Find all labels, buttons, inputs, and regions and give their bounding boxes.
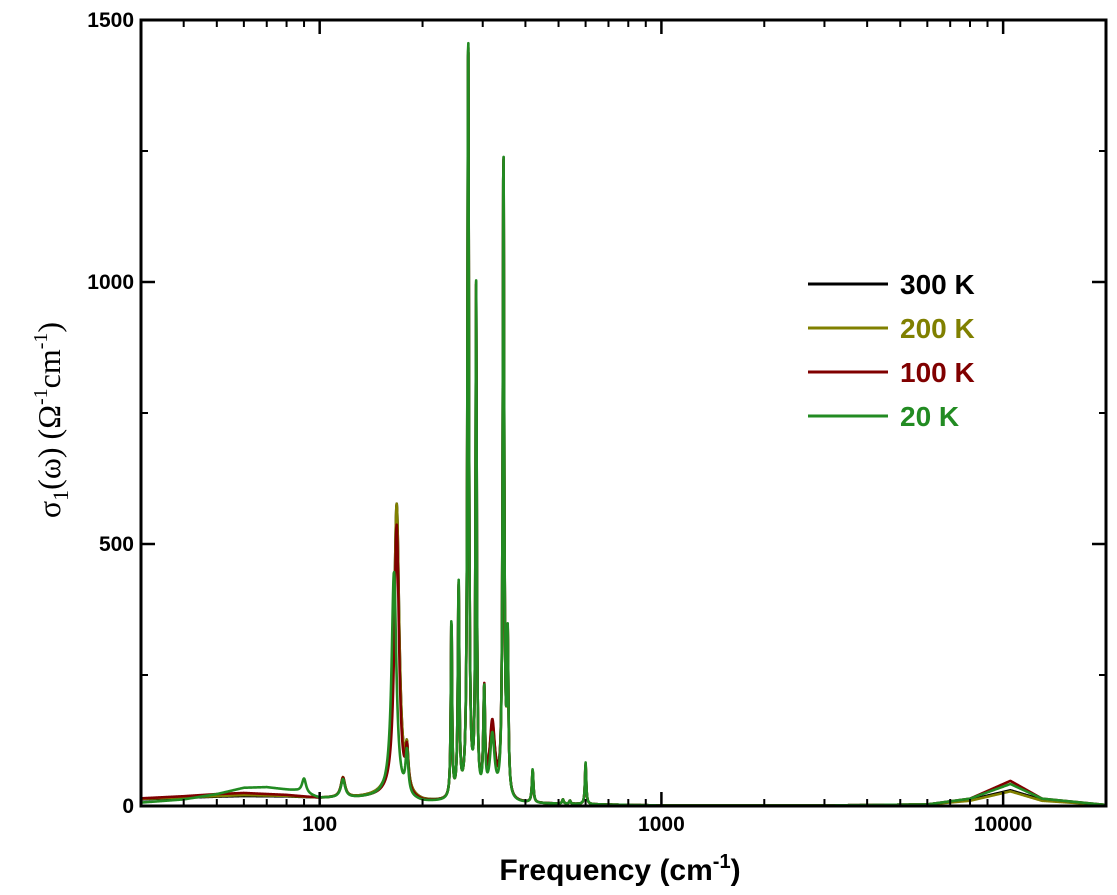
legend-label: 20 K [900, 401, 959, 432]
series-curves [140, 41, 1107, 807]
x-tick-label: 1000 [638, 813, 685, 836]
svg-text:σ1(ω) (Ω-1cm-1): σ1(ω) (Ω-1cm-1) [30, 322, 73, 518]
x-axis-title: Frequency (cm-1) [499, 851, 740, 887]
series-line-0 [140, 51, 1107, 807]
x-tick-label: 10000 [974, 813, 1032, 836]
axis-ticks [140, 18, 1107, 808]
series-line-3 [140, 41, 1107, 807]
y-tick-label: 0 [122, 795, 134, 818]
y-tick-labels: 0 500 1000 1500 [87, 9, 134, 818]
x-tick-label: 100 [302, 813, 337, 836]
y-axis-title: σ1(ω) (Ω-1cm-1) [30, 322, 73, 518]
legend-label: 200 K [900, 313, 975, 344]
y-tick-label: 1500 [87, 9, 134, 32]
legend: 300 K 200 K 100 K 20 K [808, 269, 975, 432]
plot-frame [139, 18, 1108, 808]
series-line-2 [140, 46, 1107, 807]
legend-label: 300 K [900, 269, 975, 300]
series-line-1 [140, 51, 1107, 807]
y-tick-label: 500 [99, 533, 134, 556]
y-tick-label: 1000 [87, 271, 134, 294]
x-tick-labels: 100 1000 10000 [302, 813, 1032, 836]
legend-label: 100 K [900, 357, 975, 388]
